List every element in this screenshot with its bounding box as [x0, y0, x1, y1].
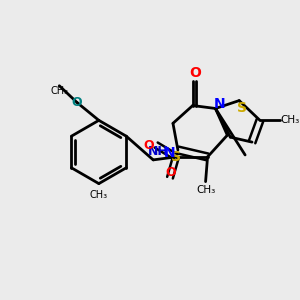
- Text: CH₃: CH₃: [280, 115, 299, 125]
- Text: S: S: [171, 150, 181, 164]
- Text: O: O: [143, 139, 154, 152]
- Text: S: S: [237, 101, 247, 116]
- Text: O: O: [72, 96, 83, 109]
- Text: CH₃: CH₃: [90, 190, 108, 200]
- Text: O: O: [166, 166, 176, 179]
- Text: N: N: [214, 97, 225, 110]
- Text: N: N: [164, 146, 176, 160]
- Text: NH: NH: [148, 146, 169, 158]
- Text: CH₃: CH₃: [196, 184, 215, 194]
- Text: CH₃: CH₃: [50, 86, 68, 96]
- Text: O: O: [189, 66, 201, 80]
